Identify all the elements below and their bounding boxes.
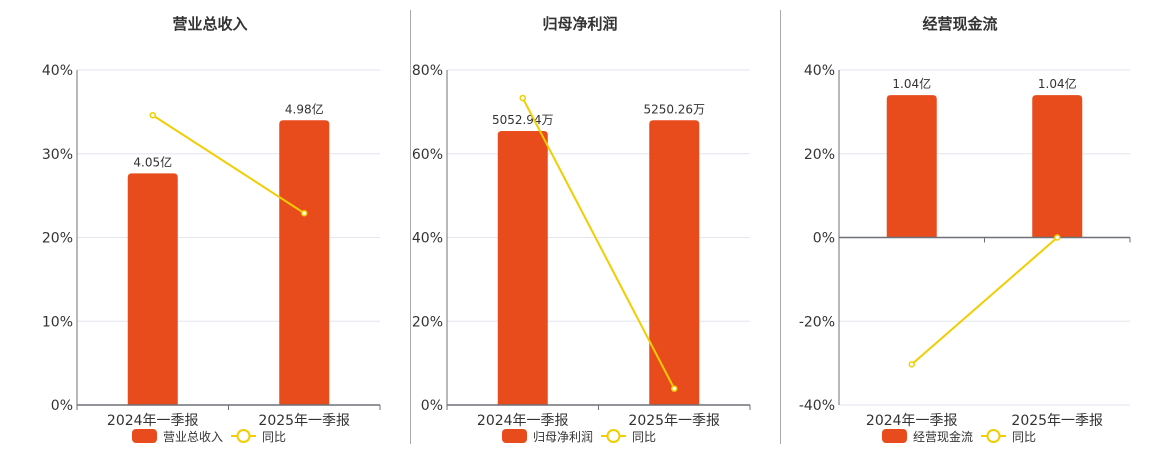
y-tick-label: 30%	[42, 147, 73, 163]
legend-bar-label: 经营现金流	[913, 429, 973, 444]
line-series	[152, 114, 305, 215]
x-tick-label: 2024年一季报	[866, 413, 958, 429]
bar	[279, 120, 330, 405]
y-tick-label: 0%	[421, 398, 443, 414]
legend-bar-swatch	[882, 429, 907, 443]
x-tick-label: 2024年一季报	[477, 413, 569, 429]
divider	[410, 10, 411, 444]
chart-title: 归母净利润	[542, 15, 617, 33]
y-tick-label: 10%	[42, 314, 73, 330]
legend-line-marker	[606, 429, 621, 443]
y-tick-label: 20%	[412, 314, 443, 330]
y-tick-label: 40%	[804, 63, 835, 79]
bar	[886, 95, 937, 238]
line-point	[301, 209, 308, 217]
legend-line-label: 同比	[1012, 430, 1036, 444]
x-tick-label: 2025年一季报	[1011, 413, 1103, 429]
y-tick-label: -20%	[799, 314, 835, 330]
bar-data-label: 4.05亿	[133, 154, 172, 169]
y-tick-label: -40%	[799, 398, 835, 414]
line-series	[911, 236, 1058, 366]
y-tick-label: 40%	[412, 231, 443, 247]
y-tick-label: 20%	[42, 231, 73, 247]
y-tick-label: 80%	[412, 63, 443, 79]
bar-data-label: 4.98亿	[285, 101, 324, 116]
y-tick-label: 60%	[412, 147, 443, 163]
line-point	[908, 361, 915, 368]
x-tick-label: 2024年一季报	[107, 413, 199, 429]
chart-1: 营业总收入 0% 10% 20% 30% 40% 4.05亿 2024年一季报 4.98亿 202…	[42, 15, 381, 444]
bar-data-label: 5052.94万	[492, 113, 554, 127]
bar-data-label: 1.04亿	[1038, 76, 1077, 91]
y-tick-label: 20%	[804, 147, 835, 163]
chart-title: 经营现金流	[922, 15, 997, 33]
y-tick-label: 0%	[51, 398, 73, 414]
line-point	[149, 111, 156, 119]
chart-3: 经营现金流 -40% -20% 0% 20% 40% 1.04亿 2024年一季报 1.04亿 2…	[799, 15, 1131, 444]
bar	[497, 130, 548, 406]
legend-line-marker	[236, 429, 251, 443]
legend-bar-label: 归母净利润	[533, 430, 593, 444]
divider	[780, 10, 781, 444]
chart-title: 营业总收入	[172, 15, 247, 33]
legend-bar-swatch	[502, 429, 527, 443]
bar	[649, 120, 700, 405]
y-tick-label: 40%	[42, 63, 73, 79]
chart-2: 归母净利润 0% 20% 40% 60% 80% 5052.94万 2024年一季报 5250.…	[412, 15, 751, 444]
y-tick-label: 0%	[813, 231, 835, 247]
bar-data-label: 5250.26万	[643, 102, 705, 116]
x-tick-label: 2025年一季报	[628, 413, 720, 429]
legend-line-marker	[986, 429, 1001, 443]
bar	[1032, 95, 1083, 238]
legend-line-label: 同比	[262, 430, 286, 444]
line-point	[519, 94, 526, 102]
legend-bar-swatch	[132, 429, 157, 443]
line-point	[671, 385, 678, 392]
line-series	[521, 97, 676, 390]
bar	[127, 173, 178, 405]
bar-data-label: 1.04亿	[892, 76, 931, 91]
legend-line-label: 同比	[632, 430, 656, 444]
line-point	[1054, 234, 1061, 241]
x-tick-label: 2025年一季报	[258, 413, 350, 429]
legend-bar-label: 营业总收入	[163, 430, 223, 444]
